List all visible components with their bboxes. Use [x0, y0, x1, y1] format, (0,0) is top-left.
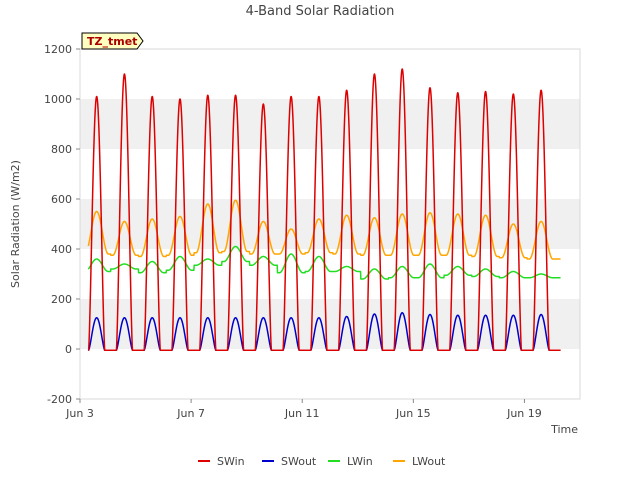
- x-tick-label: Jun 19: [506, 407, 542, 420]
- legend-label-swin: SWin: [217, 455, 245, 468]
- y-tick-label: 200: [51, 293, 72, 306]
- y-tick-label: 1200: [44, 43, 72, 56]
- chart-title: 4-Band Solar Radiation: [246, 4, 395, 19]
- x-tick-label: Jun 7: [176, 407, 205, 420]
- y-tick-label: 1000: [44, 93, 72, 106]
- grid-bands: [80, 49, 580, 399]
- x-tick-label: Jun 11: [284, 407, 320, 420]
- legend-label-lwout: LWout: [412, 455, 446, 468]
- y-tick-label: 800: [51, 143, 72, 156]
- legend-label-swout: SWout: [281, 455, 317, 468]
- x-axis-label: Time: [550, 423, 578, 436]
- grid-band: [80, 199, 580, 249]
- x-axis-ticks: Jun 3 Jun 7 Jun 11 Jun 15 Jun 19: [65, 399, 542, 420]
- grid-band: [80, 149, 580, 199]
- grid-band: [80, 249, 580, 299]
- y-tick-label: -200: [47, 393, 72, 406]
- y-axis-label: Solar Radiation (W/m2): [9, 160, 22, 288]
- x-tick-label: Jun 15: [395, 407, 431, 420]
- grid-band: [80, 99, 580, 149]
- grid-band: [80, 49, 580, 99]
- series-layer: [87, 68, 562, 351]
- grid-band: [80, 349, 580, 399]
- plot-frame: [79, 48, 581, 400]
- y-tick-label: 400: [51, 243, 72, 256]
- y-axis-ticks: -200 0 200 400 600 800 1000 1200: [44, 43, 80, 406]
- x-tick-label: Jun 3: [65, 407, 94, 420]
- legend: SWin SWout LWin LWout: [198, 455, 446, 468]
- legend-label-lwin: LWin: [347, 455, 373, 468]
- series-line-swin: [87, 68, 562, 351]
- grid-band: [80, 299, 580, 349]
- station-label-box: TZ_tmet: [81, 32, 144, 50]
- station-label: TZ_tmet: [87, 35, 137, 48]
- y-tick-label: 600: [51, 193, 72, 206]
- y-tick-label: 0: [65, 343, 72, 356]
